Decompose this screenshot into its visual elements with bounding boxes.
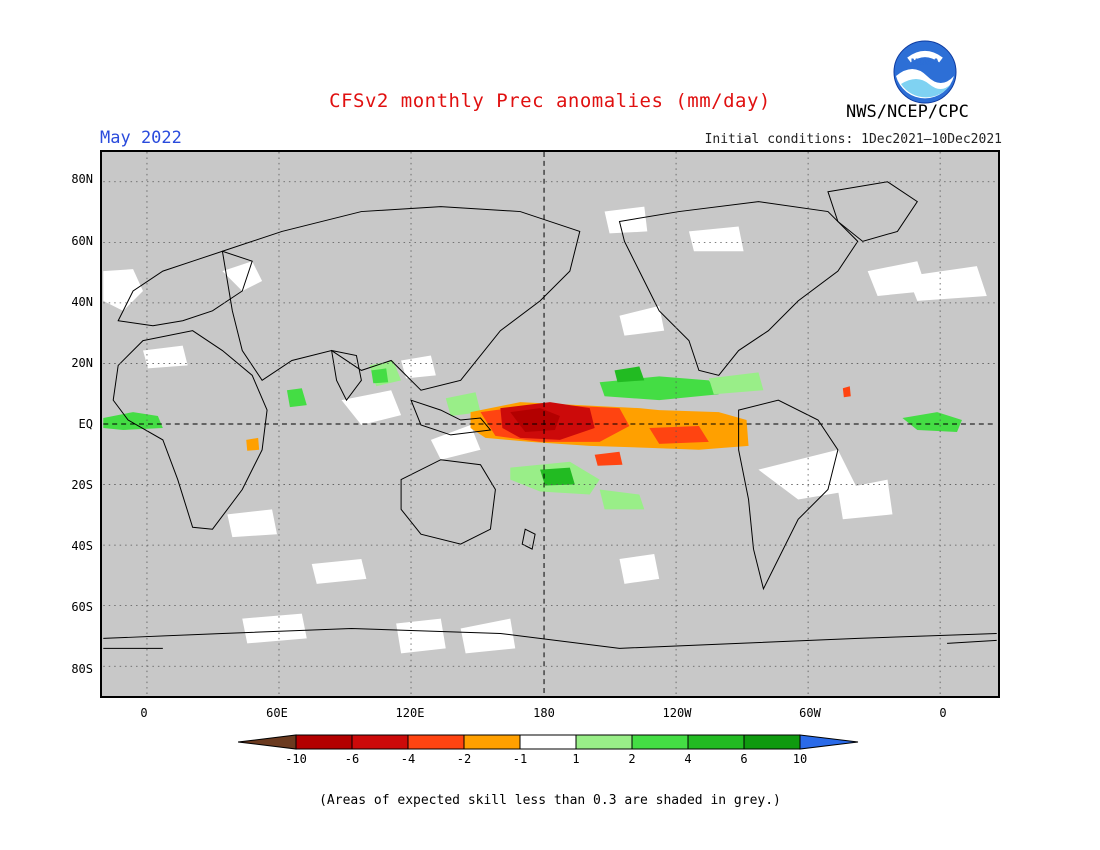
agency-label: NWS/NCEP/CPC xyxy=(846,102,969,122)
lat-label-60s: 60S xyxy=(71,600,93,614)
skill-footnote: (Areas of expected skill less than 0.3 a… xyxy=(319,793,781,808)
colorbar-cell xyxy=(575,734,633,750)
colorbar-cell xyxy=(407,734,465,750)
lon-label-0-east: 0 xyxy=(939,706,947,720)
logo-text: NOAA xyxy=(911,58,940,68)
colorbar-label: -4 xyxy=(400,752,416,766)
colorbar-cell xyxy=(519,734,577,750)
lon-label-120w: 120W xyxy=(662,706,692,720)
colorbar-label: -2 xyxy=(456,752,472,766)
lat-label-80n: 80N xyxy=(71,172,93,186)
colorbar-label: -1 xyxy=(512,752,528,766)
colorbar-cell xyxy=(687,734,745,750)
colorbar-cell xyxy=(631,734,689,750)
colorbar-label: 6 xyxy=(740,752,748,766)
colorbar-label: 2 xyxy=(628,752,636,766)
coastlines xyxy=(103,181,997,649)
map-canvas xyxy=(103,152,997,696)
precip-anomaly-map xyxy=(100,150,1000,698)
colorbar-label: 4 xyxy=(684,752,692,766)
initial-conditions: Initial conditions: 1Dec2021—10Dec2021 xyxy=(704,132,1002,147)
forecast-month: May 2022 xyxy=(100,128,182,148)
reference-lines xyxy=(103,152,997,696)
lat-label-80s: 80S xyxy=(71,662,93,676)
colorbar-label: -10 xyxy=(285,752,307,766)
colorbar-arrow-high xyxy=(799,734,859,750)
lon-label-180: 180 xyxy=(533,706,555,720)
wet-anomaly-areas xyxy=(103,360,962,510)
lat-label-60n: 60N xyxy=(71,234,93,248)
colorbar-label: 10 xyxy=(792,752,808,766)
colorbar-label: -6 xyxy=(344,752,360,766)
colorbar-cell xyxy=(351,734,409,750)
lat-label-20s: 20S xyxy=(71,478,93,492)
lat-lon-grid xyxy=(103,152,997,696)
lon-label-60e: 60E xyxy=(266,706,288,720)
lat-label-40n: 40N xyxy=(71,295,93,309)
lat-label-eq: EQ xyxy=(78,417,93,431)
colorbar-label: 1 xyxy=(572,752,580,766)
colorbar-arrow-low xyxy=(238,734,297,750)
dry-anomaly-areas xyxy=(246,386,851,466)
lon-label-60w: 60W xyxy=(799,706,821,720)
lat-label-40s: 40S xyxy=(71,539,93,553)
lon-label-0-west: 0 xyxy=(140,706,148,720)
colorbar-cell xyxy=(463,734,521,750)
map-title: CFSv2 monthly Prec anomalies (mm/day) xyxy=(329,90,771,112)
noaa-logo: NOAA xyxy=(893,40,957,104)
colorbar-cell xyxy=(743,734,801,750)
colorbar xyxy=(238,734,859,750)
lon-label-120e: 120E xyxy=(395,706,425,720)
colorbar-cell xyxy=(295,734,353,750)
lat-label-20n: 20N xyxy=(71,356,93,370)
